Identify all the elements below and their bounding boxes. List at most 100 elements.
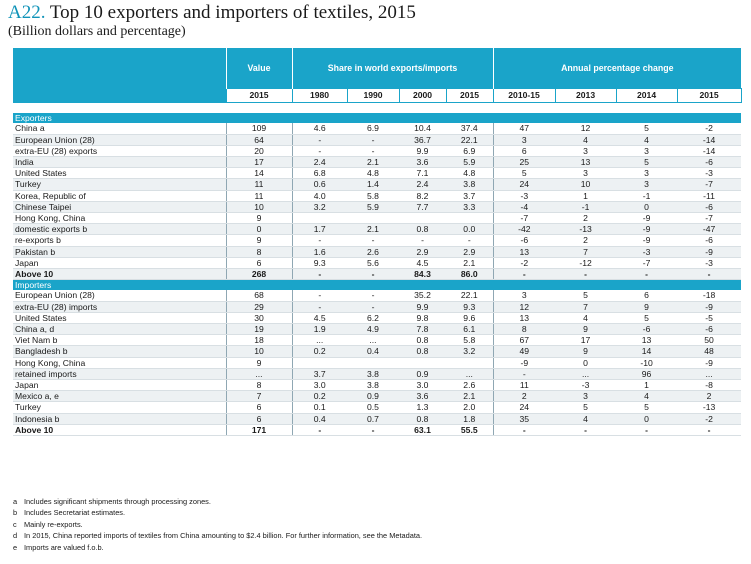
footnote: e Imports are valued f.o.b.	[13, 542, 422, 553]
table-cell	[399, 212, 446, 225]
footnote-key: c	[13, 519, 17, 529]
table-cell: 3.6	[399, 390, 446, 403]
table-cell: -12	[555, 257, 617, 270]
section-header: Exporters	[13, 113, 742, 124]
table-cell: -6	[492, 234, 556, 247]
table-cell: 2.1	[446, 390, 494, 403]
table-cell: 0.8	[399, 413, 446, 425]
table-cell: -2	[492, 257, 556, 270]
row-label: Turkey	[13, 401, 226, 414]
table-cell: 9	[225, 212, 292, 225]
table-cell: 86.0	[446, 268, 494, 281]
table-cell	[399, 357, 446, 369]
table-cell: 12	[555, 123, 617, 135]
table-cell: 17	[555, 334, 617, 347]
table-cell: -42	[492, 223, 556, 236]
table-cell: 0.2	[291, 345, 347, 358]
table-cell: 0.8	[399, 345, 446, 358]
table-cell: 96	[616, 368, 678, 381]
table-cell: -3	[677, 257, 742, 270]
table-cell: -11	[677, 190, 742, 202]
table-cell: -	[446, 234, 494, 247]
table-cell: 9.9	[399, 301, 446, 313]
table-row: re-exports b 9- - - - -6 2 -9 -6	[13, 234, 742, 247]
table-cell: 30	[225, 312, 292, 325]
section-header: Importers	[13, 279, 742, 291]
table-cell: 35.2	[399, 290, 446, 302]
table-cell: -6	[616, 323, 678, 336]
table-row: China a, d 19 1.9 4.9 7.8 6.1 8 9 -6 -6	[13, 323, 742, 336]
table-cell: -	[492, 423, 556, 437]
table-cell: 3	[616, 145, 678, 158]
year-header: 2000	[398, 88, 447, 103]
row-label: Indonesia b	[13, 413, 226, 425]
footnotes: a Includes significant shipments through …	[13, 496, 422, 553]
total-row: Above 10 268- -84.3 86.0- - - -	[13, 268, 742, 281]
table-cell: 5	[616, 123, 678, 135]
table-cell: -9	[616, 234, 678, 247]
table-cell: -9	[616, 212, 678, 225]
table-row: retained imports... 3.7 3.8 0.9... -... 96...	[13, 368, 742, 381]
table-row: Turkey 11 0.6 1.4 2.4 3.8 24 10 3 -7	[13, 178, 742, 191]
table-cell: 3.0	[399, 379, 446, 392]
table-cell: 2	[492, 390, 556, 403]
table-cell: 35	[492, 413, 556, 425]
footnote: b Includes Secretariat estimates.	[13, 507, 422, 518]
table-cell: 5	[555, 401, 617, 414]
table-cell: 6	[225, 257, 292, 270]
table-code: A22.	[8, 2, 46, 23]
table-row: Pakistan b 8 1.6 2.6 2.9 2.9 13 7 -3 -9	[13, 246, 742, 258]
table-cell: -	[291, 134, 347, 146]
table-cell: 3.2	[446, 345, 494, 358]
table-cell: -	[291, 301, 347, 313]
table-row: Japan 8 3.0 3.8 3.0 2.6 11 -3 1 -8	[13, 379, 742, 392]
row-label: Japan	[13, 257, 226, 270]
row-label: Bangladesh b	[13, 345, 226, 358]
table-cell: 63.1	[399, 423, 446, 437]
table-cell: 3.7	[446, 190, 494, 202]
total-row: Above 10 171- -63.1 55.5- - - -	[13, 423, 742, 437]
table-cell: 5.8	[446, 334, 494, 347]
table-row: India 17 2.4 2.1 3.6 5.9 25 13 5 -6	[13, 156, 742, 169]
table-cell: -	[677, 268, 742, 281]
table-cell: 3	[492, 134, 556, 146]
table-cell: 10	[225, 345, 292, 358]
row-label: Above 10	[13, 423, 226, 437]
table-cell: -3	[616, 246, 678, 258]
row-label: domestic exports b	[13, 223, 226, 236]
table-cell: 0	[616, 201, 678, 214]
table-cell: 0.9	[399, 368, 446, 381]
table-cell: -	[347, 145, 399, 158]
row-label: United States	[13, 312, 226, 325]
footnote-key: b	[13, 508, 18, 518]
table-cell: -7	[677, 212, 742, 225]
table-cell: 6.9	[446, 145, 494, 158]
table-cell: 7	[225, 390, 292, 403]
table-cell: 55.5	[446, 423, 494, 437]
table-cell: 5	[616, 156, 678, 169]
table-cell: -	[291, 234, 347, 247]
table-cell: 9	[225, 357, 292, 369]
table-cell: 6	[616, 290, 678, 302]
table-cell: -	[616, 423, 678, 437]
table-cell: 24	[492, 178, 556, 191]
row-label: Korea, Republic of	[13, 190, 226, 202]
table-cell: 171	[225, 423, 292, 437]
header-row-years: 2015 1980 1990 2000 2015 2010-15 2013 20…	[13, 88, 742, 103]
table-cell: 6.8	[291, 167, 347, 180]
table-cell: 268	[225, 268, 292, 281]
table-row: extra-EU (28) exports 20- -9.9 6.9 6 3 3 -14	[13, 145, 742, 158]
table-cell: -6	[677, 323, 742, 336]
row-label: Above 10	[13, 268, 226, 281]
table-cell: ...	[291, 334, 347, 347]
table-cell: -9	[677, 301, 742, 313]
table-cell: 0.8	[399, 334, 446, 347]
table-row: United States 14 6.8 4.8 7.1 4.8 5 3 3 -3	[13, 167, 742, 180]
table-cell: -47	[677, 223, 742, 236]
table-cell: 20	[225, 145, 292, 158]
footnote-key: e	[13, 542, 18, 552]
table-cell: 0.6	[291, 178, 347, 191]
row-label: Hong Kong, China	[13, 212, 226, 225]
table-cell: 2.9	[446, 246, 494, 258]
year-header: 1990	[346, 88, 400, 103]
